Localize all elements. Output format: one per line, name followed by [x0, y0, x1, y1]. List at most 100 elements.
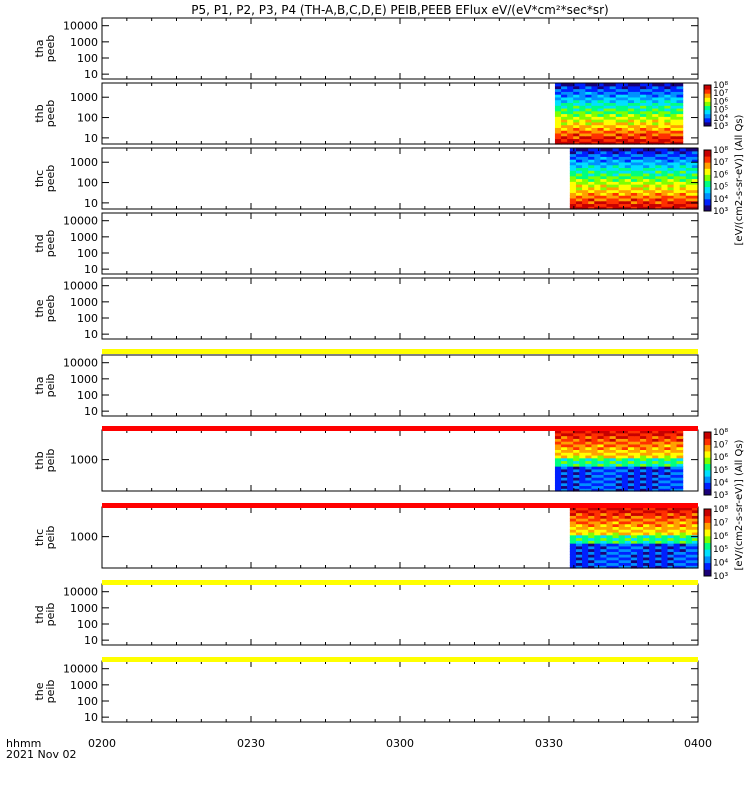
heatmap-cell	[646, 99, 653, 104]
heatmap-cell	[603, 116, 611, 120]
heatmap-cell	[640, 474, 647, 478]
y-tick-label: 10	[84, 634, 98, 647]
heatmap-cell	[591, 132, 599, 137]
heatmap-cell	[600, 206, 608, 210]
heatmap-cell	[561, 441, 568, 445]
heatmap-cell	[554, 124, 562, 128]
heatmap-cell	[673, 150, 681, 155]
heatmap-cell	[612, 170, 620, 174]
heatmap-cell	[691, 184, 699, 188]
heatmap-cell	[582, 148, 589, 152]
heatmap-cell	[597, 113, 605, 117]
heatmap-cell	[575, 156, 583, 160]
heatmap-cell	[673, 523, 681, 528]
heatmap-cell	[612, 206, 620, 210]
heatmap-cell	[573, 441, 580, 445]
heatmap-cell	[585, 119, 593, 123]
heatmap-cell	[691, 545, 699, 550]
time-tick-label: 0230	[237, 737, 265, 750]
heatmap-cell	[679, 559, 687, 564]
heatmap-cell	[603, 107, 611, 112]
heatmap-cell	[664, 471, 672, 475]
heatmap-cell	[573, 438, 580, 442]
heatmap-cell	[573, 107, 580, 112]
heatmap-cell	[597, 85, 605, 90]
colorbar-swatch	[704, 204, 711, 212]
heatmap-cell	[661, 529, 669, 533]
heatmap-cell	[667, 195, 675, 199]
heatmap-cell	[573, 443, 580, 448]
heatmap-cell	[685, 548, 693, 552]
heatmap-cell	[567, 454, 574, 459]
heatmap-cell	[621, 468, 629, 473]
heatmap-cell	[588, 515, 595, 519]
heatmap-cell	[569, 153, 577, 157]
heatmap-cell	[691, 161, 699, 166]
heatmap-cell	[655, 507, 662, 511]
heatmap-cell	[649, 531, 656, 536]
heatmap-cell	[567, 438, 574, 442]
colorbar-swatch	[704, 156, 711, 163]
heatmap-cell	[575, 554, 583, 558]
heatmap-cell	[575, 540, 583, 544]
heatmap-cell	[679, 197, 687, 202]
heatmap-cell	[624, 540, 632, 544]
heatmap-cell	[679, 507, 687, 511]
heatmap-cell	[691, 520, 699, 525]
heatmap-cell	[597, 135, 605, 140]
heatmap-cell	[627, 88, 635, 92]
heatmap-cell	[575, 520, 583, 525]
heatmap-cell	[691, 156, 699, 160]
heatmap-cell	[579, 460, 586, 464]
heatmap-cell	[630, 545, 638, 550]
heatmap-cell	[600, 178, 608, 182]
heatmap-cell	[567, 88, 574, 92]
heatmap-cell	[600, 515, 608, 519]
heatmap-cell	[597, 110, 605, 115]
heatmap-cell	[685, 181, 693, 185]
heatmap-cell	[591, 88, 599, 92]
heatmap-cell	[667, 531, 675, 536]
heatmap-cell	[676, 457, 684, 462]
colorbar-swatch	[704, 542, 711, 550]
heatmap-cell	[618, 197, 626, 202]
heatmap-cell	[667, 156, 675, 160]
heatmap-cell	[597, 463, 605, 467]
heatmap-cell	[600, 562, 608, 566]
heatmap-cell	[643, 195, 650, 199]
heatmap-cell	[597, 441, 605, 445]
heatmap-cell	[661, 189, 669, 193]
heatmap-cell	[554, 477, 562, 481]
heatmap-cell	[664, 457, 672, 462]
heatmap-cell	[567, 485, 574, 489]
heatmap-cell	[636, 523, 644, 528]
heatmap-cell	[649, 148, 656, 152]
heatmap-cell	[585, 457, 593, 462]
heatmap-cell	[579, 449, 586, 453]
colorbar-tick-label: 10⁸	[713, 81, 728, 91]
heatmap-cell	[667, 192, 675, 196]
heatmap-cell	[627, 102, 635, 106]
heatmap-cell	[633, 141, 641, 145]
heatmap-cell	[646, 474, 653, 478]
heatmap-cell	[667, 534, 675, 539]
heatmap-cell	[591, 113, 599, 117]
heatmap-cell	[673, 565, 681, 569]
heatmap-cell	[579, 438, 586, 442]
heatmap-cell	[582, 562, 589, 566]
heatmap-cell	[640, 452, 647, 456]
heatmap-cell	[609, 485, 617, 489]
heatmap-cell	[582, 565, 589, 569]
heatmap-cell	[621, 452, 629, 456]
heatmap-cell	[661, 515, 669, 519]
heatmap-cell	[569, 189, 577, 193]
heatmap-cell	[691, 543, 699, 547]
heatmap-cell	[606, 186, 614, 191]
heatmap-cell	[673, 189, 681, 193]
heatmap-cell	[655, 537, 662, 541]
heatmap-cell	[633, 430, 641, 434]
heatmap-cell	[600, 565, 608, 569]
heatmap-cell	[667, 537, 675, 541]
